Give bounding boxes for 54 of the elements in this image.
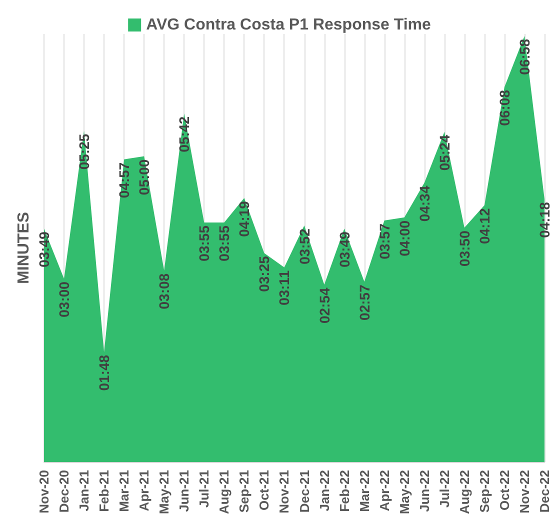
data-label: 02:54 <box>316 287 332 324</box>
x-tick-label: Apr-22 <box>376 470 392 512</box>
data-label: 05:00 <box>136 159 152 196</box>
x-tick-label: Nov-21 <box>276 470 292 514</box>
x-tick-label: Aug-21 <box>216 470 232 514</box>
data-label: 03:50 <box>456 230 472 266</box>
legend-label: AVG Contra Costa P1 Response Time <box>146 16 432 34</box>
x-tick-label: Nov-22 <box>516 470 532 514</box>
x-tick-label: Apr-21 <box>136 470 152 512</box>
data-label: 04:12 <box>476 208 492 244</box>
x-tick-label: Nov-20 <box>36 470 52 514</box>
data-label: 04:19 <box>236 200 252 237</box>
x-tick-label: Dec-20 <box>56 470 72 513</box>
data-label: 03:08 <box>156 273 172 310</box>
x-tick-label: Aug-22 <box>456 470 472 514</box>
x-tick-label: Feb-22 <box>336 470 352 512</box>
x-tick-label: Sep-22 <box>476 470 492 513</box>
data-label: 06:08 <box>496 90 512 126</box>
x-tick-label: Feb-21 <box>96 470 112 512</box>
data-label: 04:34 <box>416 186 432 222</box>
data-label: 03:55 <box>196 225 212 262</box>
x-tick-label: Mar-21 <box>116 470 132 512</box>
data-label: 05:42 <box>176 116 192 152</box>
x-tick-label: Jul-21 <box>196 470 212 508</box>
x-tick-label: Oct-21 <box>256 470 272 510</box>
x-tick-label: Jun-22 <box>416 470 432 512</box>
data-label: 04:00 <box>396 220 412 256</box>
data-label: 04:57 <box>116 162 132 198</box>
x-tick-label: Jan-22 <box>316 470 332 512</box>
data-label: 04:18 <box>536 202 552 238</box>
x-tick-label: Sep-21 <box>236 470 252 513</box>
data-label: 03:00 <box>56 281 72 318</box>
data-label: 05:25 <box>76 134 92 170</box>
data-label: 05:24 <box>436 134 452 171</box>
data-label: 06:58 <box>516 38 532 75</box>
data-label: 03:49 <box>336 231 352 268</box>
x-tick-label: May-21 <box>156 470 172 514</box>
data-label: 03:57 <box>376 223 392 260</box>
x-tick-label: Oct-22 <box>496 470 512 510</box>
x-tick-label: May-22 <box>396 470 412 514</box>
x-tick-label: Dec-22 <box>537 470 552 513</box>
data-label: 03:49 <box>36 231 52 268</box>
data-label: 03:25 <box>256 256 272 292</box>
data-label: 03:11 <box>276 270 292 306</box>
x-tick-label: Jul-22 <box>436 470 452 508</box>
data-label: 01:48 <box>96 354 112 391</box>
data-label: 02:57 <box>356 284 372 320</box>
x-tick-label: Jan-21 <box>76 470 92 512</box>
x-tick-label: Mar-22 <box>356 470 372 512</box>
y-axis-title: MINUTES <box>16 212 32 284</box>
data-label: 03:52 <box>296 228 312 264</box>
x-tick-label: Jun-21 <box>176 470 192 512</box>
x-tick-label: Dec-21 <box>296 470 312 513</box>
data-label: 03:55 <box>216 225 232 262</box>
